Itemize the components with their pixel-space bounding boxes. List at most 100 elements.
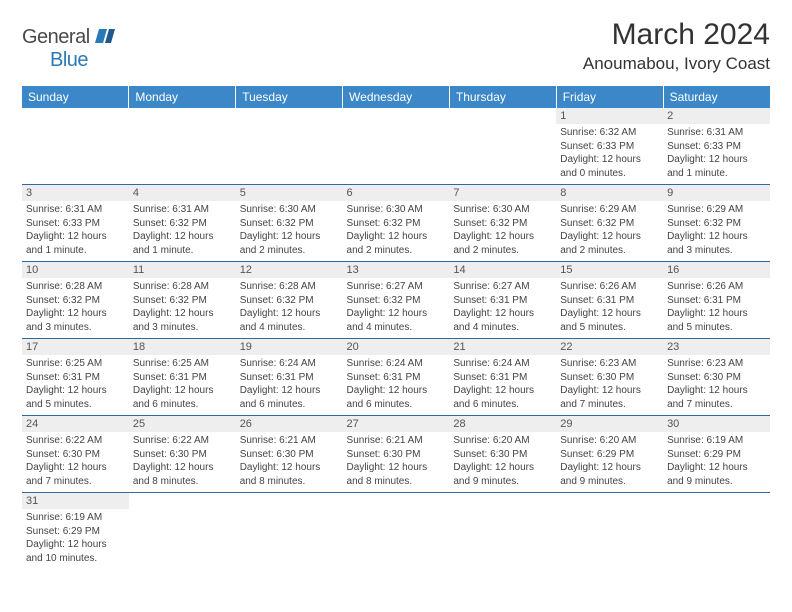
daylight-text: Daylight: 12 hours and 9 minutes. <box>560 461 659 488</box>
daylight-text: Daylight: 12 hours and 4 minutes. <box>240 307 339 334</box>
day-content: Sunrise: 6:19 AMSunset: 6:29 PMDaylight:… <box>22 509 129 569</box>
sunset-text: Sunset: 6:30 PM <box>667 371 766 385</box>
calendar-cell: 10Sunrise: 6:28 AMSunset: 6:32 PMDayligh… <box>22 262 129 339</box>
sunrise-text: Sunrise: 6:21 AM <box>240 434 339 448</box>
daylight-text: Daylight: 12 hours and 5 minutes. <box>26 384 125 411</box>
sunset-text: Sunset: 6:30 PM <box>347 448 446 462</box>
day-content: Sunrise: 6:21 AMSunset: 6:30 PMDaylight:… <box>343 432 450 492</box>
daylight-text: Daylight: 12 hours and 4 minutes. <box>347 307 446 334</box>
sunrise-text: Sunrise: 6:25 AM <box>133 357 232 371</box>
day-number: 26 <box>236 416 343 432</box>
calendar-cell: 26Sunrise: 6:21 AMSunset: 6:30 PMDayligh… <box>236 416 343 493</box>
logo: General Blue <box>22 26 115 72</box>
daylight-text: Daylight: 12 hours and 7 minutes. <box>667 384 766 411</box>
daylight-text: Daylight: 12 hours and 3 minutes. <box>26 307 125 334</box>
sunrise-text: Sunrise: 6:27 AM <box>347 280 446 294</box>
dayname-header: Friday <box>556 86 663 108</box>
header: General Blue March 2024 Anoumabou, Ivory… <box>22 18 770 74</box>
calendar-week-row: 31Sunrise: 6:19 AMSunset: 6:29 PMDayligh… <box>22 493 770 570</box>
title-block: March 2024 Anoumabou, Ivory Coast <box>583 18 770 74</box>
calendar-cell: 8Sunrise: 6:29 AMSunset: 6:32 PMDaylight… <box>556 185 663 262</box>
sunset-text: Sunset: 6:30 PM <box>240 448 339 462</box>
sunset-text: Sunset: 6:31 PM <box>26 371 125 385</box>
sunset-text: Sunset: 6:32 PM <box>133 294 232 308</box>
sunset-text: Sunset: 6:32 PM <box>347 217 446 231</box>
sunset-text: Sunset: 6:32 PM <box>133 217 232 231</box>
calendar-cell: 15Sunrise: 6:26 AMSunset: 6:31 PMDayligh… <box>556 262 663 339</box>
calendar-cell <box>129 108 236 185</box>
day-number: 16 <box>663 262 770 278</box>
sunrise-text: Sunrise: 6:19 AM <box>667 434 766 448</box>
daylight-text: Daylight: 12 hours and 4 minutes. <box>453 307 552 334</box>
day-content: Sunrise: 6:22 AMSunset: 6:30 PMDaylight:… <box>129 432 236 492</box>
day-content: Sunrise: 6:24 AMSunset: 6:31 PMDaylight:… <box>449 355 556 415</box>
day-content: Sunrise: 6:30 AMSunset: 6:32 PMDaylight:… <box>343 201 450 261</box>
sunrise-text: Sunrise: 6:30 AM <box>240 203 339 217</box>
calendar-cell: 7Sunrise: 6:30 AMSunset: 6:32 PMDaylight… <box>449 185 556 262</box>
sunset-text: Sunset: 6:29 PM <box>667 448 766 462</box>
sunset-text: Sunset: 6:31 PM <box>560 294 659 308</box>
daylight-text: Daylight: 12 hours and 1 minute. <box>26 230 125 257</box>
calendar-cell: 29Sunrise: 6:20 AMSunset: 6:29 PMDayligh… <box>556 416 663 493</box>
sunset-text: Sunset: 6:31 PM <box>453 371 552 385</box>
sunrise-text: Sunrise: 6:23 AM <box>667 357 766 371</box>
calendar-cell <box>22 108 129 185</box>
daylight-text: Daylight: 12 hours and 8 minutes. <box>347 461 446 488</box>
day-content: Sunrise: 6:28 AMSunset: 6:32 PMDaylight:… <box>129 278 236 338</box>
calendar-cell: 13Sunrise: 6:27 AMSunset: 6:32 PMDayligh… <box>343 262 450 339</box>
sunrise-text: Sunrise: 6:30 AM <box>453 203 552 217</box>
day-content: Sunrise: 6:31 AMSunset: 6:33 PMDaylight:… <box>22 201 129 261</box>
day-content: Sunrise: 6:23 AMSunset: 6:30 PMDaylight:… <box>663 355 770 415</box>
daylight-text: Daylight: 12 hours and 7 minutes. <box>560 384 659 411</box>
sunset-text: Sunset: 6:33 PM <box>26 217 125 231</box>
calendar-cell: 18Sunrise: 6:25 AMSunset: 6:31 PMDayligh… <box>129 339 236 416</box>
month-title: March 2024 <box>583 18 770 52</box>
day-number: 29 <box>556 416 663 432</box>
calendar-header-row: SundayMondayTuesdayWednesdayThursdayFrid… <box>22 86 770 108</box>
calendar-cell: 12Sunrise: 6:28 AMSunset: 6:32 PMDayligh… <box>236 262 343 339</box>
calendar-cell: 9Sunrise: 6:29 AMSunset: 6:32 PMDaylight… <box>663 185 770 262</box>
day-content: Sunrise: 6:27 AMSunset: 6:32 PMDaylight:… <box>343 278 450 338</box>
sunrise-text: Sunrise: 6:19 AM <box>26 511 125 525</box>
day-number: 7 <box>449 185 556 201</box>
sunrise-text: Sunrise: 6:29 AM <box>667 203 766 217</box>
dayname-header: Thursday <box>449 86 556 108</box>
sunrise-text: Sunrise: 6:31 AM <box>667 126 766 140</box>
calendar-cell <box>343 108 450 185</box>
sunrise-text: Sunrise: 6:32 AM <box>560 126 659 140</box>
day-number: 9 <box>663 185 770 201</box>
dayname-header: Wednesday <box>343 86 450 108</box>
dayname-header: Saturday <box>663 86 770 108</box>
day-content: Sunrise: 6:29 AMSunset: 6:32 PMDaylight:… <box>663 201 770 261</box>
sunrise-text: Sunrise: 6:24 AM <box>240 357 339 371</box>
sunrise-text: Sunrise: 6:26 AM <box>560 280 659 294</box>
sunrise-text: Sunrise: 6:21 AM <box>347 434 446 448</box>
sunset-text: Sunset: 6:29 PM <box>26 525 125 539</box>
sunset-text: Sunset: 6:31 PM <box>347 371 446 385</box>
calendar-cell: 20Sunrise: 6:24 AMSunset: 6:31 PMDayligh… <box>343 339 450 416</box>
day-content: Sunrise: 6:20 AMSunset: 6:30 PMDaylight:… <box>449 432 556 492</box>
dayname-header: Sunday <box>22 86 129 108</box>
logo-text-blue: Blue <box>50 49 88 71</box>
calendar-cell: 17Sunrise: 6:25 AMSunset: 6:31 PMDayligh… <box>22 339 129 416</box>
sunset-text: Sunset: 6:32 PM <box>560 217 659 231</box>
day-number: 18 <box>129 339 236 355</box>
sunrise-text: Sunrise: 6:24 AM <box>453 357 552 371</box>
day-number: 17 <box>22 339 129 355</box>
calendar-cell: 21Sunrise: 6:24 AMSunset: 6:31 PMDayligh… <box>449 339 556 416</box>
dayname-header: Tuesday <box>236 86 343 108</box>
calendar-cell: 14Sunrise: 6:27 AMSunset: 6:31 PMDayligh… <box>449 262 556 339</box>
daylight-text: Daylight: 12 hours and 3 minutes. <box>133 307 232 334</box>
calendar-cell: 2Sunrise: 6:31 AMSunset: 6:33 PMDaylight… <box>663 108 770 185</box>
day-content: Sunrise: 6:22 AMSunset: 6:30 PMDaylight:… <box>22 432 129 492</box>
calendar-cell <box>449 493 556 570</box>
daylight-text: Daylight: 12 hours and 9 minutes. <box>667 461 766 488</box>
day-content: Sunrise: 6:25 AMSunset: 6:31 PMDaylight:… <box>129 355 236 415</box>
calendar-cell: 19Sunrise: 6:24 AMSunset: 6:31 PMDayligh… <box>236 339 343 416</box>
day-number: 10 <box>22 262 129 278</box>
daylight-text: Daylight: 12 hours and 1 minute. <box>133 230 232 257</box>
sunset-text: Sunset: 6:33 PM <box>667 140 766 154</box>
day-content: Sunrise: 6:24 AMSunset: 6:31 PMDaylight:… <box>236 355 343 415</box>
day-content: Sunrise: 6:19 AMSunset: 6:29 PMDaylight:… <box>663 432 770 492</box>
day-number: 2 <box>663 108 770 124</box>
